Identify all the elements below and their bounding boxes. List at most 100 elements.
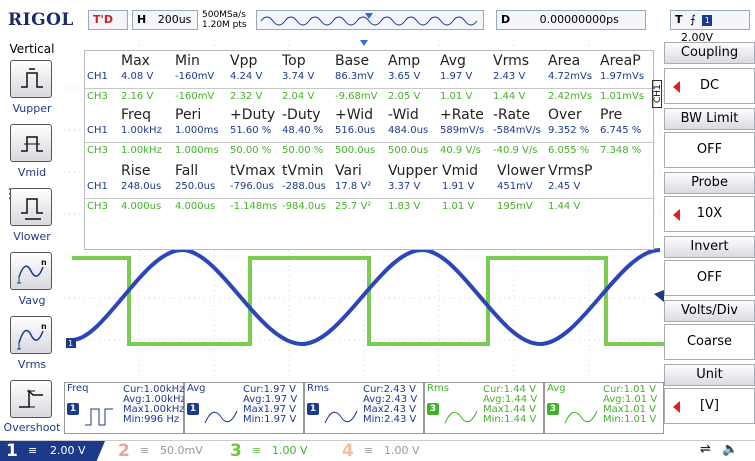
- vavg-icon: n: [17, 258, 47, 284]
- timebase-box[interactable]: H 200us: [132, 10, 198, 30]
- cell: 2.42mVs: [548, 91, 593, 102]
- tile-type: Avg: [187, 383, 206, 394]
- vmid-button[interactable]: [10, 124, 52, 162]
- tile-cur: Cur:1.00kHz: [123, 384, 185, 395]
- tile-avg-ch3[interactable]: Avg 3 Cur:1.01 V Avg:1.01 V Max1.01 V Mi…: [544, 382, 664, 434]
- trigger-box[interactable]: T ⨍ 1 2.00V: [670, 10, 750, 44]
- header-prate: +Rate: [440, 107, 484, 123]
- cell: -9.68mV: [335, 91, 378, 102]
- probe-button[interactable]: 10X: [664, 196, 755, 232]
- vavg-button[interactable]: n: [10, 252, 52, 290]
- tile-avg-ch1[interactable]: Avg 1 Cur:1.97 V Avg:1.97 V Max1.97 V Mi…: [184, 382, 304, 434]
- cell: 9.352 %: [548, 125, 590, 136]
- tile-min: Min:1.97 V: [243, 414, 297, 425]
- tile-max: Max1.01 V: [603, 404, 656, 415]
- tile-values: Cur:1.44 V Avg:1.44 V Max1.44 V Min:1.44…: [483, 385, 537, 425]
- cell: 50.00 %: [230, 145, 272, 156]
- bwlimit-value: OFF: [696, 142, 723, 157]
- top-bar: RIGOL T'D H 200us 500MSa/s 1.20M pts D 0…: [0, 0, 755, 44]
- ch1-label: CH1: [87, 125, 108, 136]
- acquisition-info: 500MSa/s 1.20M pts: [202, 10, 247, 30]
- cell: 4.000us: [121, 201, 162, 212]
- vupper-button[interactable]: [10, 60, 52, 98]
- cell: -796.0us: [230, 181, 274, 192]
- ch3-status[interactable]: 3 ≡ 1.00 V: [230, 441, 308, 461]
- cell: -984.0us: [282, 201, 326, 212]
- tile-cur: Cur:1.97 V: [243, 384, 296, 395]
- vrms-button[interactable]: n: [10, 316, 52, 354]
- header-min: Min: [175, 53, 200, 69]
- delay-box[interactable]: D 0.00000000ps: [496, 10, 646, 30]
- tile-avg: Avg:1.00kHz: [123, 394, 186, 405]
- channel-badge: 1: [307, 403, 319, 415]
- header-vlower: Vlower: [497, 163, 545, 179]
- tile-min: Min:2.43 V: [363, 414, 417, 425]
- ch4-status[interactable]: 4 ≡ 1.00 V: [342, 441, 420, 461]
- channel-badge: 1: [187, 403, 199, 415]
- left-arrow-icon: [673, 209, 680, 221]
- ch4-number: 4: [342, 441, 354, 461]
- cell: -160mV: [175, 71, 215, 82]
- ch2-scale: 50.0mV: [160, 444, 203, 457]
- invert-button[interactable]: OFF: [664, 260, 755, 296]
- tile-rms-ch3[interactable]: Rms 3 Cur:1.44 V Avg:1.44 V Max1.44 V Mi…: [424, 382, 544, 434]
- voltsdiv-button[interactable]: Coarse: [664, 324, 755, 360]
- left-arrow-icon: [673, 401, 680, 413]
- timebase-value: 200us: [157, 13, 192, 26]
- tile-type: Rms: [307, 383, 329, 394]
- unit-button[interactable]: [V]: [664, 388, 755, 424]
- channel-menu: CH1 Coupling DC BW Limit OFF Probe 10X I…: [652, 40, 755, 440]
- tile-values: Cur:1.97 V Avg:1.97 V Max1.97 V Min:1.97…: [243, 385, 297, 425]
- cell: -1.148ms: [230, 201, 278, 212]
- cell: 1.83 V: [388, 201, 421, 212]
- cell: 1.00kHz: [121, 125, 162, 136]
- header-top: Top: [282, 53, 306, 69]
- tile-avg: Avg:1.44 V: [483, 394, 538, 405]
- coupling-value: DC: [699, 78, 720, 93]
- bwlimit-button[interactable]: OFF: [664, 132, 755, 168]
- cell: -288.0us: [282, 181, 326, 192]
- ch1-scale: 2.00 V: [50, 444, 86, 457]
- ch3-trace: [72, 256, 664, 346]
- header-pre: Pre: [600, 107, 623, 123]
- header-pduty: +Duty: [230, 107, 276, 123]
- tile-rms-ch1[interactable]: Rms 1 Cur:2.43 V Avg:2.43 V Max2.43 V Mi…: [304, 382, 424, 434]
- cell: 451mV: [497, 181, 533, 192]
- usb-icon: ⇌: [700, 442, 711, 457]
- trigger-position-icon: [365, 13, 373, 19]
- cell: 195mV: [497, 201, 533, 212]
- header-vrms: Vrms: [493, 53, 530, 69]
- svg-text:n: n: [41, 322, 47, 331]
- tile-type: Freq: [67, 383, 89, 394]
- bwlimit-title: BW Limit: [664, 108, 755, 130]
- header-tvmax: tVmax: [230, 163, 276, 179]
- header-base: Base: [335, 53, 370, 69]
- header-amp: Amp: [388, 53, 421, 69]
- ch3-number: 3: [230, 441, 242, 461]
- channel-status-bar: 1 ≡ 2.00 V 2 ≡ 50.0mV 3 ≡ 1.00 V 4 ≡ 1.0…: [0, 440, 755, 461]
- waveform-display[interactable]: 1 Max Min Vpp Top Base Amp Avg Vrms Area…: [64, 40, 664, 380]
- cell: 2.04 V: [282, 91, 315, 102]
- tile-values: Cur:1.01 V Avg:1.01 V Max1.01 V Min:1.01…: [603, 385, 657, 425]
- ch1-status[interactable]: 1 ≡ 2.00 V: [0, 441, 105, 461]
- tile-freq-ch1[interactable]: Freq 1 Cur:1.00kHz Avg:1.00kHz Max1.00kH…: [64, 382, 186, 434]
- header-nwid: -Wid: [388, 107, 419, 123]
- ch3-scale: 1.00 V: [272, 444, 308, 457]
- cell: 4.72mVs: [548, 71, 593, 82]
- cell: 1.01mVs: [600, 91, 645, 102]
- delay-label: D: [501, 13, 511, 26]
- ch1-offset-marker: [66, 338, 76, 348]
- tile-avg: Avg:1.97 V: [243, 394, 298, 405]
- header-fall: Fall: [175, 163, 199, 179]
- measurement-table: Max Min Vpp Top Base Amp Avg Vrms Area A…: [84, 50, 655, 250]
- speaker-icon[interactable]: 🔈: [722, 442, 739, 457]
- voltsdiv-title: Volts/Div: [664, 300, 755, 322]
- cell: 2.43 V: [493, 71, 526, 82]
- overshoot-button[interactable]: [10, 380, 52, 418]
- ch2-status[interactable]: 2 ≡ 50.0mV: [118, 441, 203, 461]
- vlower-button[interactable]: [10, 188, 52, 226]
- memory-overview[interactable]: [256, 10, 484, 30]
- vupper-label: Vupper: [12, 102, 52, 115]
- coupling-button[interactable]: DC: [664, 68, 755, 104]
- rms-icon: [324, 410, 358, 424]
